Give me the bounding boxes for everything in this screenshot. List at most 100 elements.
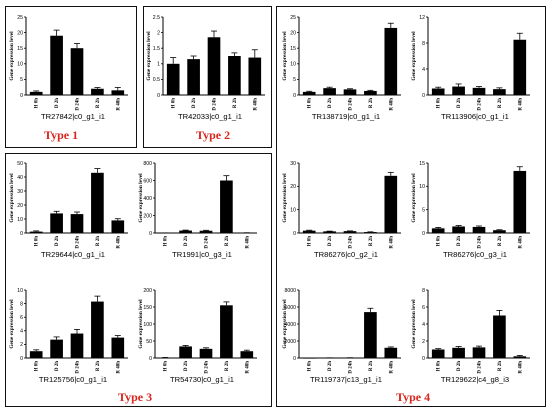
y-tick-label: 8 [422,41,425,47]
x-tick-label: H 0h [35,236,40,247]
y-tick-label: 50 [146,339,152,345]
type1-label: Type 1 [44,128,79,142]
x-tick-label: R 2h [96,236,101,246]
bar [431,228,445,233]
x-tick-label: R 48h [389,361,394,374]
x-tick-label: R 48h [245,361,250,374]
y-tick-label: 20 [290,30,296,36]
bar [111,220,125,233]
x-tick-label: R 48h [245,236,250,249]
bar [493,89,506,95]
y-axis-title: Gene expression level [411,173,417,223]
x-tick-label: D 2h [192,98,197,108]
x-tick-label: D 2h [328,98,333,108]
type4-label: Type 4 [396,390,431,404]
y-tick-label: 4000 [284,322,296,328]
y-axis-title: Gene expression level [282,31,288,81]
y-tick-label: 15 [17,46,23,52]
bar [240,351,254,358]
x-tick-label: R 2h [498,361,503,371]
bar [179,230,192,233]
y-tick-label: 2000 [284,339,296,345]
bar [29,91,43,95]
bar [493,315,506,358]
x-tick-label: H 0h [35,98,40,109]
y-tick-label: 30 [17,189,23,195]
y-tick-label: 25 [290,15,296,21]
y-tick-label: 0 [149,231,152,237]
y-tick-label: 2 [157,30,160,36]
bar [158,357,172,359]
y-axis-title: Gene expression level [9,299,15,349]
panel-type2 [143,6,272,148]
x-tick-label: D 24h [478,98,483,111]
x-tick-label: D 24h [76,236,81,249]
y-tick-label: 100 [143,322,152,328]
y-tick-label: 8 [422,288,425,294]
bar [207,37,221,95]
x-tick-label: D 24h [349,236,354,249]
bar [166,63,180,95]
x-tick-label: D 2h [457,361,462,371]
y-tick-label: 8 [20,301,23,307]
y-tick-label: 15 [290,46,296,52]
bar [452,226,465,233]
y-tick-label: 0 [422,356,425,362]
x-tick-label: R 48h [116,361,121,374]
x-tick-label: H 0h [437,236,442,247]
bar [384,347,398,358]
y-axis-title: Gene expression level [411,299,417,349]
y-tick-label: 10 [290,62,296,68]
y-tick-label: 0 [20,356,23,362]
x-tick-label: R 2h [369,361,374,371]
y-tick-label: 4 [422,322,425,328]
gene-name-label: TR86276|c0_g3_i1 [443,250,507,259]
gene-name-label: TR27842|c0_g1_i1 [41,112,105,121]
y-tick-label: 6000 [284,305,296,311]
bar [220,180,233,233]
y-tick-label: 200 [143,213,152,219]
y-tick-label: 150 [143,305,152,311]
y-tick-label: 30 [290,161,296,167]
bar [91,301,104,358]
y-tick-label: 400 [143,196,152,202]
bar [513,356,527,358]
bar [228,56,241,95]
gene-name-label: TR113906|c0_g1_i1 [441,112,509,121]
panel-type4 [276,6,546,407]
y-tick-label: 4 [20,329,23,335]
y-tick-label: 40 [17,175,23,181]
gene-name-label: TR54730|c0_g1_i1 [170,375,234,384]
y-tick-label: 2.5 [153,15,160,21]
y-axis-title: Gene expression level [9,173,15,223]
gene-name-label: TR29644|c0_g1_i1 [41,250,105,259]
y-tick-label: 0 [422,93,425,99]
x-tick-label: D 2h [184,236,189,246]
bar [364,90,377,95]
y-tick-label: 10 [419,184,425,190]
x-tick-label: R 48h [253,98,258,111]
x-tick-label: R 2h [498,98,503,108]
bar [111,90,125,95]
bar [343,89,357,95]
gene-name-label: TR86276|c0_g2_i1 [314,250,378,259]
bar [364,232,377,233]
y-tick-label: 0 [422,231,425,237]
bar [452,86,465,95]
y-tick-label: 1 [157,62,160,68]
gene-name-label: TR125756|c0_g1_i1 [39,375,107,384]
bar [91,88,104,95]
y-tick-label: 10 [17,217,23,223]
bar [384,27,398,96]
y-tick-label: 5 [422,207,425,213]
x-tick-label: R 48h [389,98,394,111]
y-tick-label: 200 [143,288,152,294]
y-tick-label: 0.5 [153,77,160,83]
bar [323,231,336,233]
y-tick-label: 4 [422,67,425,73]
x-tick-label: D 24h [213,98,218,111]
bar [220,305,233,358]
x-tick-label: D 24h [76,361,81,374]
y-tick-label: 800 [143,161,152,167]
y-tick-label: 2 [20,342,23,348]
